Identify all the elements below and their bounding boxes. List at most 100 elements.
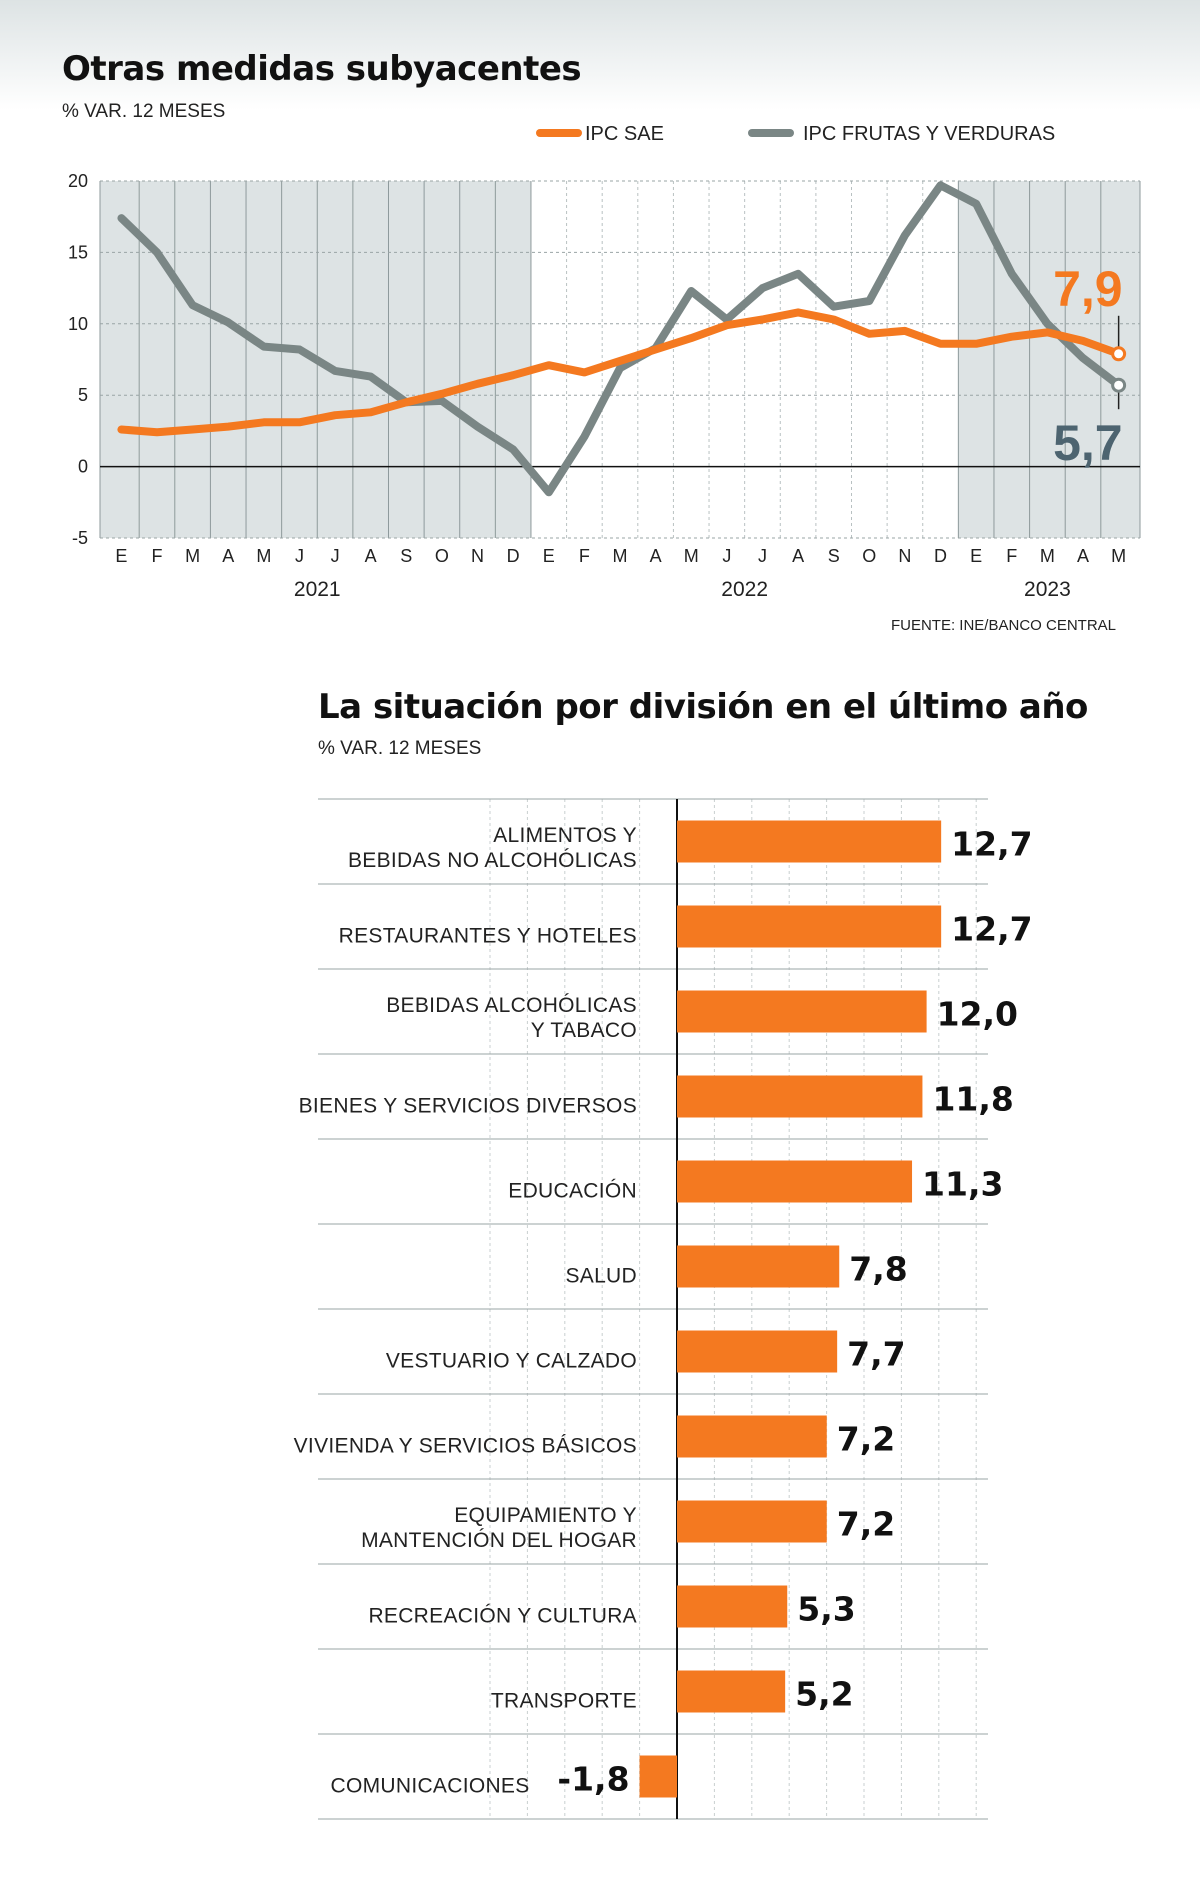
- bar-value-label: 12,7: [951, 825, 1032, 864]
- x-tick-label: F: [1006, 546, 1017, 566]
- data-point: [868, 333, 870, 335]
- data-point: [405, 401, 407, 403]
- y-tick-label: -5: [72, 528, 88, 548]
- data-point: [690, 290, 692, 292]
- data-point: [477, 383, 479, 385]
- bar-value-label: 11,8: [932, 1080, 1013, 1119]
- data-point: [156, 431, 158, 433]
- data-point: [192, 304, 194, 306]
- data-point: [227, 426, 229, 428]
- data-point: [441, 400, 443, 402]
- data-point: [940, 184, 942, 186]
- data-point: [548, 364, 550, 366]
- bar-category-label: BEBIDAS ALCOHÓLICAS: [386, 994, 637, 1017]
- end-marker-ipc-frutas: [1111, 377, 1127, 393]
- year-label-2021: 2021: [294, 578, 341, 601]
- x-tick-label: S: [400, 546, 412, 566]
- data-point: [548, 491, 550, 493]
- data-point: [797, 311, 799, 313]
- source-note: FUENTE: INE/BANCO CENTRAL: [891, 617, 1116, 634]
- x-tick-label: O: [862, 546, 876, 566]
- bar: [677, 905, 942, 948]
- x-tick-label: E: [543, 546, 555, 566]
- data-point: [904, 330, 906, 332]
- bar-category-label: EDUCACIÓN: [508, 1180, 637, 1203]
- bar-category-label: BEBIDAS NO ALCOHÓLICAS: [348, 849, 637, 872]
- bar-category-label: BIENES Y SERVICIOS DIVERSOS: [299, 1095, 637, 1118]
- data-point: [868, 300, 870, 302]
- bar-value-label: 5,3: [797, 1590, 855, 1629]
- bar-category-label: EQUIPAMIENTO Y: [454, 1504, 637, 1527]
- legend-label-ipc-frutas: IPC FRUTAS Y VERDURAS: [803, 123, 1055, 145]
- data-point: [975, 203, 977, 205]
- data-point: [975, 343, 977, 345]
- data-point: [583, 436, 585, 438]
- data-point: [940, 343, 942, 345]
- data-point: [441, 393, 443, 395]
- data-point: [334, 370, 336, 372]
- x-tick-label: J: [331, 546, 340, 566]
- data-point: [619, 360, 621, 362]
- x-tick-label: A: [1077, 546, 1089, 566]
- bar-value-label: 7,7: [847, 1335, 905, 1374]
- data-point: [690, 337, 692, 339]
- bar-value-label: 12,0: [937, 995, 1018, 1034]
- bar-chart-title: La situación por división en el último a…: [318, 687, 1088, 727]
- bar-row: 7,8 SALUD: [565, 1245, 908, 1289]
- bar: [677, 1670, 786, 1713]
- x-tick-label: E: [115, 546, 127, 566]
- bar-row: 7,7 VESTUARIO Y CALZADO: [386, 1330, 906, 1374]
- x-tick-label: S: [828, 546, 840, 566]
- y-tick-label: 20: [68, 171, 88, 191]
- year-labels: 2021 2022 2023: [294, 578, 1071, 601]
- bar-row: -1,8 COMUNICACIONES: [331, 1755, 677, 1799]
- bar: [677, 1245, 840, 1288]
- end-marker-ipc-sae: [1111, 346, 1127, 362]
- data-point: [120, 217, 122, 219]
- bar-value-label: 7,8: [849, 1250, 907, 1289]
- x-tick-label: D: [934, 546, 947, 566]
- bar: [677, 1415, 827, 1458]
- bar-value-label: 11,3: [922, 1165, 1003, 1204]
- x-tick-label: M: [1111, 546, 1126, 566]
- bar: [677, 1500, 827, 1543]
- x-tick-label: M: [185, 546, 200, 566]
- y-tick-label: 15: [68, 242, 88, 262]
- data-point: [833, 319, 835, 321]
- data-point: [298, 421, 300, 423]
- y-tick-label: 10: [68, 314, 88, 334]
- bar-category-label: VIVIENDA Y SERVICIOS BÁSICOS: [294, 1435, 637, 1458]
- bar-grid: [318, 798, 988, 1820]
- bar-row: 11,8 BIENES Y SERVICIOS DIVERSOS: [299, 1075, 1014, 1119]
- x-tick-label: N: [471, 546, 484, 566]
- year-shading: [100, 181, 1140, 538]
- data-point: [263, 346, 265, 348]
- data-point: [1082, 340, 1084, 342]
- bar-category-label: COMUNICACIONES: [331, 1775, 530, 1798]
- year-label-2023: 2023: [1024, 578, 1071, 601]
- legend: IPC SAE IPC FRUTAS Y VERDURAS: [536, 123, 1055, 145]
- data-point: [761, 287, 763, 289]
- bar-chart-subtitle: % VAR. 12 MESES: [318, 738, 481, 759]
- bar-category-label: RESTAURANTES Y HOTELES: [339, 925, 637, 948]
- year-shade-2023: [958, 181, 1140, 538]
- x-tick-label: M: [1040, 546, 1055, 566]
- bar-row: 5,2 TRANSPORTE: [491, 1670, 854, 1714]
- legend-label-ipc-sae: IPC SAE: [585, 123, 664, 145]
- data-point: [1082, 357, 1084, 359]
- x-tick-label: M: [684, 546, 699, 566]
- y-axis-ticks: 20 15 10 5 0 -5: [68, 171, 88, 548]
- x-tick-label: N: [898, 546, 911, 566]
- data-point: [298, 349, 300, 351]
- data-point: [370, 376, 372, 378]
- x-tick-label: O: [435, 546, 449, 566]
- bar-value-label: 12,7: [951, 910, 1032, 949]
- data-point: [227, 321, 229, 323]
- bar-category-label: SALUD: [565, 1265, 637, 1288]
